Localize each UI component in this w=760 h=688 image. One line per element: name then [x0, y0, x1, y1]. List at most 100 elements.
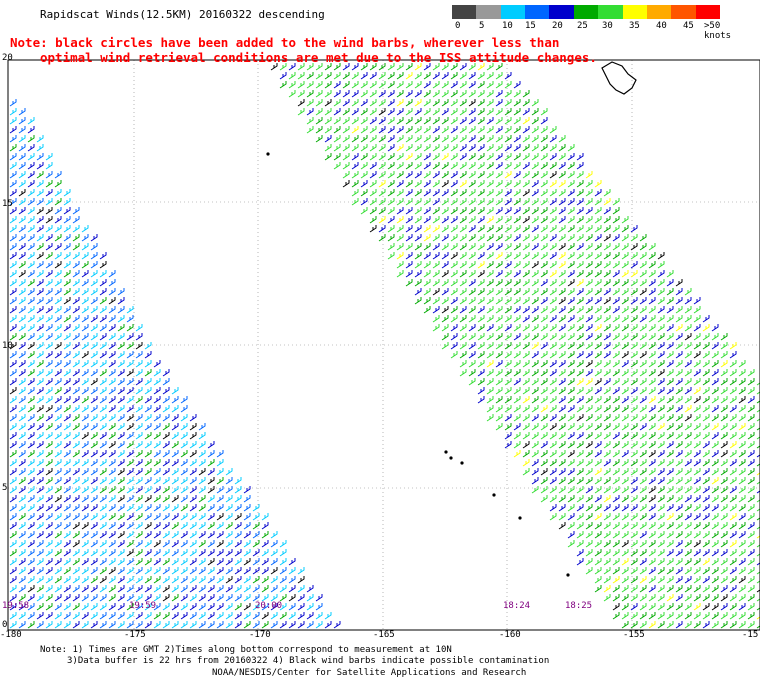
- wind-barb: [603, 270, 611, 278]
- wind-barb: [261, 621, 269, 629]
- wind-barb: [162, 396, 170, 404]
- wind-barb: [126, 405, 134, 413]
- wind-barb: [45, 153, 53, 161]
- wind-barb: [684, 333, 692, 341]
- wind-barb: [747, 540, 755, 548]
- wind-barb: [324, 81, 332, 89]
- wind-barb: [639, 558, 647, 566]
- wind-barb: [162, 441, 170, 449]
- wind-barb: [108, 378, 116, 386]
- wind-barb: [630, 252, 638, 260]
- wind-barb: [117, 423, 125, 431]
- wind-barb: [27, 297, 35, 305]
- wind-barb: [126, 567, 134, 575]
- wind-barb: [387, 90, 395, 98]
- wind-barb: [9, 324, 17, 332]
- wind-barb: [144, 360, 152, 368]
- wind-barb: [540, 171, 548, 179]
- wind-barb: [738, 477, 746, 485]
- wind-barb: [72, 297, 80, 305]
- wind-barb: [171, 576, 179, 584]
- wind-barb: [423, 279, 431, 287]
- wind-barb: [585, 549, 593, 557]
- wind-barb: [621, 486, 629, 494]
- wind-barb: [495, 261, 503, 269]
- wind-barb: [63, 252, 71, 260]
- wind-barb: [657, 522, 665, 530]
- wind-barb: [387, 171, 395, 179]
- wind-barb: [558, 261, 566, 269]
- wind-barb: [180, 477, 188, 485]
- wind-barb: [180, 603, 188, 611]
- wind-barb: [486, 261, 494, 269]
- wind-barb: [162, 504, 170, 512]
- wind-barb: [684, 459, 692, 467]
- wind-barb: [477, 108, 485, 116]
- wind-barb: [72, 342, 80, 350]
- wind-barb: [531, 477, 539, 485]
- wind-barb: [306, 612, 314, 620]
- wind-barb: [18, 288, 26, 296]
- wind-barb: [441, 153, 449, 161]
- wind-barb: [180, 468, 188, 476]
- wind-barb: [243, 594, 251, 602]
- wind-barb: [738, 423, 746, 431]
- wind-barb: [720, 450, 728, 458]
- wind-barb: [18, 477, 26, 485]
- wind-barb: [648, 414, 656, 422]
- wind-barb: [693, 324, 701, 332]
- wind-barb: [81, 522, 89, 530]
- wind-barb: [369, 72, 377, 80]
- wind-barb: [630, 378, 638, 386]
- wind-barb: [360, 171, 368, 179]
- wind-barb: [117, 567, 125, 575]
- wind-barb: [126, 387, 134, 395]
- wind-barb: [153, 585, 161, 593]
- wind-barb: [513, 270, 521, 278]
- wind-barb: [54, 432, 62, 440]
- wind-barb: [558, 405, 566, 413]
- wind-barb: [756, 452, 760, 458]
- wind-barb: [261, 513, 269, 521]
- wind-barb: [9, 621, 17, 629]
- wind-barb: [90, 612, 98, 620]
- wind-barb: [450, 81, 458, 89]
- wind-barb: [27, 513, 35, 521]
- wind-barb: [513, 360, 521, 368]
- wind-barb: [144, 432, 152, 440]
- wind-barb: [468, 225, 476, 233]
- wind-barb: [126, 369, 134, 377]
- wind-barb: [216, 567, 224, 575]
- wind-barb: [648, 279, 656, 287]
- wind-barb: [99, 540, 107, 548]
- wind-barb: [495, 324, 503, 332]
- wind-barb: [531, 216, 539, 224]
- wind-barb: [117, 288, 125, 296]
- wind-barb: [612, 405, 620, 413]
- wind-barb: [153, 378, 161, 386]
- wind-barb: [126, 549, 134, 557]
- wind-barb: [720, 495, 728, 503]
- wind-barb: [504, 432, 512, 440]
- wind-barb: [621, 549, 629, 557]
- wind-barb: [495, 360, 503, 368]
- wind-barb: [207, 495, 215, 503]
- wind-barb: [738, 513, 746, 521]
- wind-barb: [720, 603, 728, 611]
- wind-barb: [117, 396, 125, 404]
- wind-barb: [387, 234, 395, 242]
- wind-barb: [738, 450, 746, 458]
- wind-barb: [738, 369, 746, 377]
- wind-barb: [396, 207, 404, 215]
- wind-barb: [432, 216, 440, 224]
- scale-swatch: [622, 5, 647, 19]
- wind-barb: [531, 279, 539, 287]
- wind-barb: [27, 261, 35, 269]
- wind-barb: [288, 585, 296, 593]
- wind-barb: [639, 387, 647, 395]
- wind-barb: [99, 486, 107, 494]
- wind-barb: [27, 288, 35, 296]
- wind-barb: [18, 189, 26, 197]
- wind-barb: [531, 423, 539, 431]
- wind-barb: [639, 369, 647, 377]
